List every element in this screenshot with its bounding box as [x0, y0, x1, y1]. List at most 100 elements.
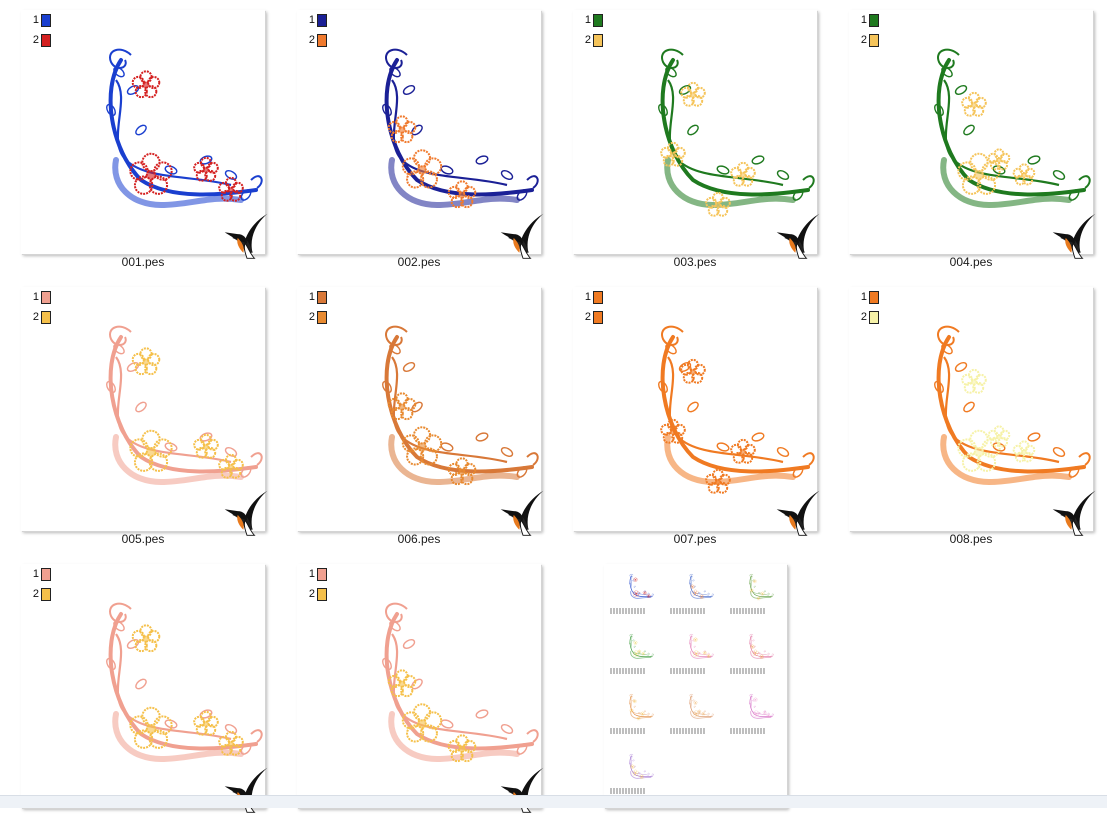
embroidery-design-preview — [382, 48, 539, 209]
file-name-label: 004.pes — [949, 255, 993, 269]
thread-color-swatch-row: 1 — [583, 289, 603, 305]
embroidery-design-preview — [658, 48, 815, 217]
mini-design-preview — [689, 694, 714, 719]
thread-color-swatch — [317, 587, 327, 601]
thread-color-swatch — [41, 587, 51, 601]
preview-sheet-thumbnail[interactable] — [604, 564, 787, 808]
thread-color-number: 1 — [32, 14, 39, 26]
file-tile[interactable]: 1 2 008.pes — [828, 277, 1104, 553]
mini-caption-text — [730, 728, 766, 734]
thread-color-swatch-row: 1 — [307, 566, 327, 582]
file-tile[interactable]: 1 2 006.pes — [276, 277, 552, 553]
thread-color-number: 2 — [308, 311, 315, 323]
mini-design-preview — [689, 574, 714, 599]
thread-color-swatch-row: 2 — [307, 32, 327, 48]
thread-color-swatch — [869, 310, 879, 324]
thread-color-number: 1 — [308, 568, 315, 580]
embroidery-design-preview — [658, 325, 815, 494]
thread-color-swatch-row: 2 — [31, 32, 51, 48]
hummingbird-logo-icon — [500, 767, 544, 813]
thread-color-swatch-row: 2 — [31, 309, 51, 325]
status-bar — [0, 795, 1107, 808]
thread-color-swatch — [41, 290, 51, 304]
thread-color-swatch — [317, 13, 327, 27]
file-name-label: 003.pes — [673, 255, 717, 269]
thread-color-number: 1 — [860, 14, 867, 26]
hummingbird-logo-icon — [224, 767, 268, 813]
file-tile[interactable]: 1 2 001.pes — [0, 0, 276, 276]
thread-color-swatch — [41, 567, 51, 581]
thread-color-swatch — [317, 567, 327, 581]
thread-color-swatch — [869, 33, 879, 47]
embroidery-design-preview — [934, 325, 1091, 486]
thread-color-number: 2 — [32, 34, 39, 46]
file-tile[interactable]: 1 2 005.pes — [0, 277, 276, 553]
mini-caption-text — [670, 668, 706, 674]
thread-color-swatch — [869, 290, 879, 304]
thread-color-swatch — [41, 310, 51, 324]
thread-color-swatch-row: 1 — [31, 289, 51, 305]
file-tile[interactable]: 1 2 002.pes — [276, 0, 552, 276]
thread-color-number: 1 — [308, 14, 315, 26]
mini-design-preview — [629, 754, 654, 779]
thread-color-swatch-row: 2 — [307, 309, 327, 325]
thread-color-number: 1 — [584, 14, 591, 26]
thread-color-number: 2 — [308, 588, 315, 600]
thread-color-swatch — [593, 290, 603, 304]
thread-color-swatch-row: 1 — [859, 289, 879, 305]
thread-color-swatch-row: 1 — [307, 289, 327, 305]
mini-caption-text — [610, 608, 646, 614]
hummingbird-logo-icon — [776, 213, 820, 259]
thread-color-number: 1 — [32, 291, 39, 303]
thread-color-swatch — [41, 33, 51, 47]
file-name-label: 002.pes — [397, 255, 441, 269]
thread-color-swatch — [593, 33, 603, 47]
mini-caption-text — [670, 728, 706, 734]
file-tile[interactable]: 1 2 003.pes — [552, 0, 828, 276]
thread-color-number: 1 — [860, 291, 867, 303]
file-tile[interactable]: 1 2 007.pes — [552, 277, 828, 553]
thread-color-number: 2 — [32, 588, 39, 600]
thread-color-swatch-row: 2 — [583, 32, 603, 48]
thread-color-number: 1 — [584, 291, 591, 303]
thread-color-swatch-row: 2 — [859, 32, 879, 48]
thread-color-swatch — [593, 13, 603, 27]
file-name-label: 005.pes — [121, 532, 165, 546]
embroidery-design-preview — [106, 602, 263, 763]
thread-color-number: 2 — [860, 311, 867, 323]
mini-design-preview — [749, 634, 774, 659]
file-name-label: 006.pes — [397, 532, 441, 546]
thread-color-swatch-row: 1 — [583, 12, 603, 28]
thread-color-swatch-row: 1 — [859, 12, 879, 28]
thread-color-number: 2 — [584, 311, 591, 323]
thread-color-swatch-row: 2 — [859, 309, 879, 325]
mini-caption-text — [610, 728, 646, 734]
preview-sheet-tile[interactable] — [583, 554, 859, 830]
thread-color-number: 2 — [584, 34, 591, 46]
thread-color-number: 2 — [308, 34, 315, 46]
hummingbird-logo-icon — [1052, 213, 1096, 259]
file-name-label: 008.pes — [949, 532, 993, 546]
embroidery-design-preview — [382, 602, 539, 763]
thread-color-swatch-row: 2 — [307, 586, 327, 602]
file-tile[interactable]: 1 2 004.pes — [828, 0, 1104, 276]
thread-color-number: 1 — [32, 568, 39, 580]
embroidery-design-preview — [934, 48, 1091, 209]
hummingbird-logo-icon — [224, 490, 268, 536]
mini-design-preview — [629, 694, 654, 721]
thread-color-number: 2 — [860, 34, 867, 46]
hummingbird-logo-icon — [1052, 490, 1096, 536]
mini-design-preview — [629, 574, 654, 599]
